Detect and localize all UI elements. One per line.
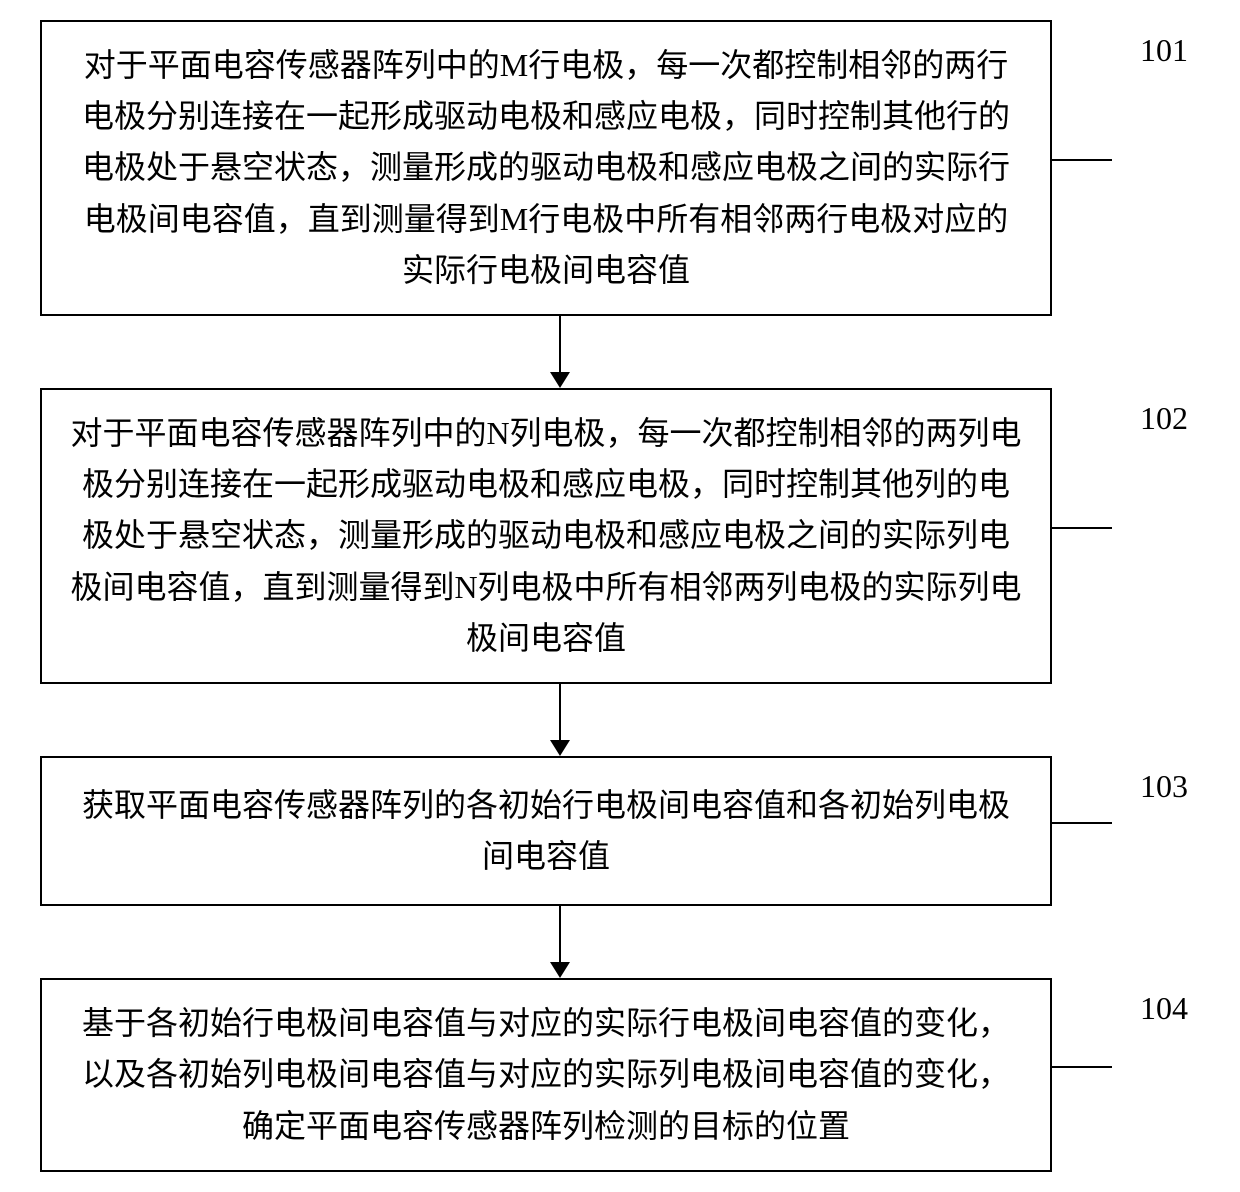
step-text: 对于平面电容传感器阵列中的M行电极，每一次都控制相邻的两行电极分别连接在一起形成… <box>82 47 1010 288</box>
step-text: 基于各初始行电极间电容值与对应的实际行电极间电容值的变化，以及各初始列电极间电容… <box>82 1005 1010 1143</box>
step-box-101: 对于平面电容传感器阵列中的M行电极，每一次都控制相邻的两行电极分别连接在一起形成… <box>40 20 1052 316</box>
step-text: 对于平面电容传感器阵列中的N列电极，每一次都控制相邻的两列电极分别连接在一起形成… <box>70 415 1021 656</box>
step-label-103: 103 <box>1140 768 1200 805</box>
step-row-102: 对于平面电容传感器阵列中的N列电极，每一次都控制相邻的两列电极分别连接在一起形成… <box>40 388 1200 684</box>
label-connector <box>1052 822 1112 824</box>
label-connector <box>1052 159 1112 161</box>
arrow-head-icon <box>550 962 570 978</box>
flowchart-container: 对于平面电容传感器阵列中的M行电极，每一次都控制相邻的两行电极分别连接在一起形成… <box>40 20 1200 1172</box>
arrow-down-icon <box>550 316 570 388</box>
step-label-102: 102 <box>1140 400 1200 437</box>
arrow-line <box>559 316 561 372</box>
label-connector <box>1052 1066 1112 1068</box>
step-row-103: 获取平面电容传感器阵列的各初始行电极间电容值和各初始列电极间电容值 103 <box>40 756 1200 906</box>
arrow-line <box>559 684 561 740</box>
step-label-104: 104 <box>1140 990 1200 1027</box>
arrow-down-icon <box>550 906 570 978</box>
step-row-101: 对于平面电容传感器阵列中的M行电极，每一次都控制相邻的两行电极分别连接在一起形成… <box>40 20 1200 316</box>
arrow-head-icon <box>550 740 570 756</box>
label-connector <box>1052 527 1112 529</box>
step-box-103: 获取平面电容传感器阵列的各初始行电极间电容值和各初始列电极间电容值 <box>40 756 1052 906</box>
step-box-104: 基于各初始行电极间电容值与对应的实际行电极间电容值的变化，以及各初始列电极间电容… <box>40 978 1052 1172</box>
step-row-104: 基于各初始行电极间电容值与对应的实际行电极间电容值的变化，以及各初始列电极间电容… <box>40 978 1200 1172</box>
arrow-down-icon <box>550 684 570 756</box>
step-text: 获取平面电容传感器阵列的各初始行电极间电容值和各初始列电极间电容值 <box>82 787 1010 874</box>
arrow-line <box>559 906 561 962</box>
arrow-head-icon <box>550 372 570 388</box>
step-label-101: 101 <box>1140 32 1200 69</box>
step-box-102: 对于平面电容传感器阵列中的N列电极，每一次都控制相邻的两列电极分别连接在一起形成… <box>40 388 1052 684</box>
